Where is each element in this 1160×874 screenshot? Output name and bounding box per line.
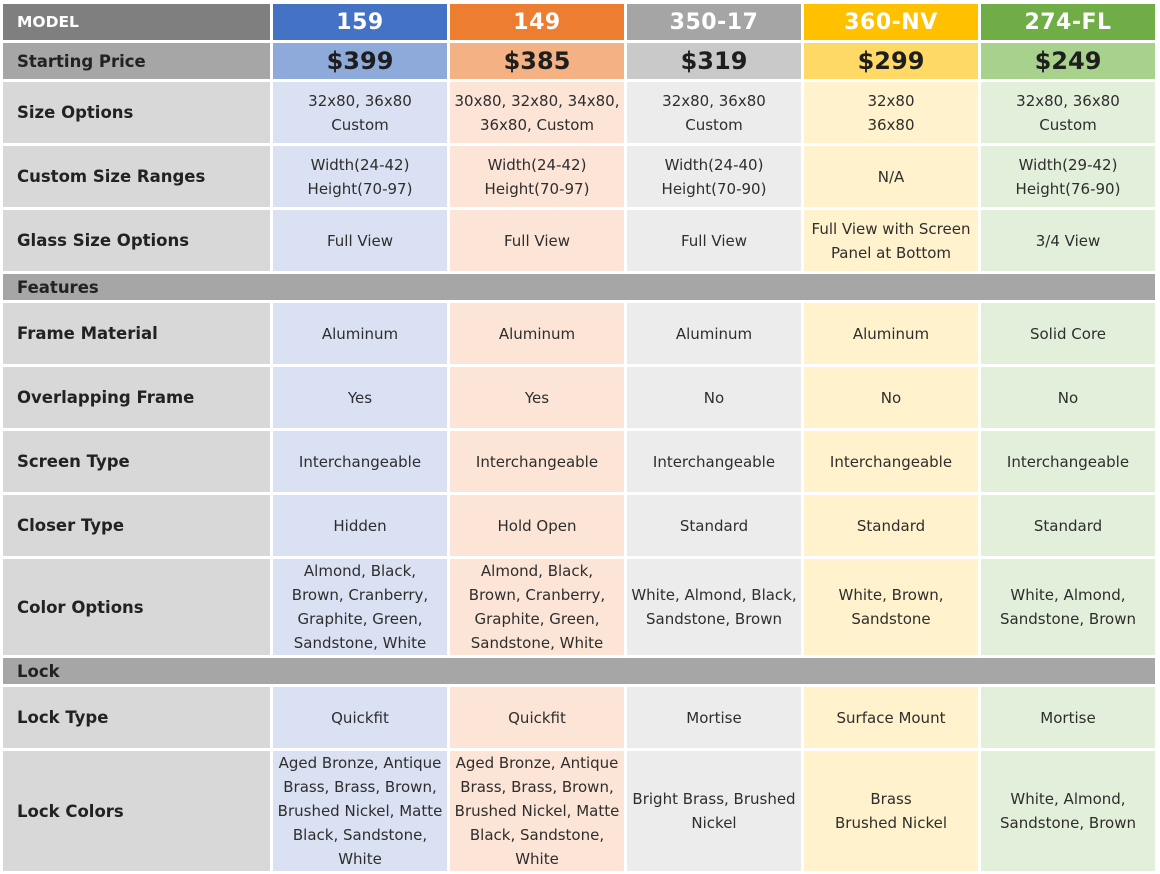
features-section-header: Features xyxy=(3,274,1155,300)
size-options-label: Size Options xyxy=(3,82,270,143)
custom-size-ranges-360-nv-cell: N/A xyxy=(804,146,978,207)
lock-type-360-nv-cell: Surface Mount xyxy=(804,687,978,748)
overlapping-frame-274-fl-cell: No xyxy=(981,367,1155,428)
glass-size-options-row: Glass Size Options Full View Full View Full… xyxy=(3,210,1155,271)
screen-type-360-nv-cell: Interchangeable xyxy=(804,431,978,492)
overlapping-frame-360-nv-cell: No xyxy=(804,367,978,428)
lock-colors-label: Lock Colors xyxy=(3,751,270,871)
screen-type-274-fl-cell: Interchangeable xyxy=(981,431,1155,492)
lock-colors-row: Lock Colors Aged Bronze, Antique Brass, B… xyxy=(3,751,1155,871)
screen-type-label: Screen Type xyxy=(3,431,270,492)
frame-material-159-cell: Aluminum xyxy=(273,303,447,364)
lock-type-159-cell: Quickfit xyxy=(273,687,447,748)
lock-colors-149-cell: Aged Bronze, Antique Brass, Brass, Brown… xyxy=(450,751,624,871)
glass-size-options-360-nv-cell: Full View with Screen Panel at Bottom xyxy=(804,210,978,271)
price-274-fl: $249 xyxy=(981,43,1155,79)
model-header-row: MODEL 159 149 350-17 360-NV 274-FL xyxy=(3,4,1155,40)
lock-type-149-cell: Quickfit xyxy=(450,687,624,748)
color-options-274-fl-cell: White, Almond, Sandstone, Brown xyxy=(981,559,1155,655)
closer-type-360-nv-cell: Standard xyxy=(804,495,978,556)
starting-price-label: Starting Price xyxy=(3,43,270,79)
size-options-row: Size Options 32x80, 36x80 Custom 30x80, 32… xyxy=(3,82,1155,143)
frame-material-350-17-cell: Aluminum xyxy=(627,303,801,364)
price-350-17: $319 xyxy=(627,43,801,79)
size-options-350-17-cell: 32x80, 36x80 Custom xyxy=(627,82,801,143)
color-options-label: Color Options xyxy=(3,559,270,655)
screen-type-159-cell: Interchangeable xyxy=(273,431,447,492)
size-options-159-cell: 32x80, 36x80 Custom xyxy=(273,82,447,143)
size-options-149-cell: 30x80, 32x80, 34x80, 36x80, Custom xyxy=(450,82,624,143)
glass-size-options-149-cell: Full View xyxy=(450,210,624,271)
closer-type-274-fl-cell: Standard xyxy=(981,495,1155,556)
overlapping-frame-149-cell: Yes xyxy=(450,367,624,428)
overlapping-frame-row: Overlapping Frame Yes Yes No No No xyxy=(3,367,1155,428)
model-159-header: 159 xyxy=(273,4,447,40)
frame-material-360-nv-cell: Aluminum xyxy=(804,303,978,364)
model-149-header: 149 xyxy=(450,4,624,40)
custom-size-ranges-row: Custom Size Ranges Width(24-42) Height(70… xyxy=(3,146,1155,207)
starting-price-row: Starting Price $399 $385 $319 $299 $249 xyxy=(3,43,1155,79)
screen-type-row: Screen Type Interchangeable Interchangeabl… xyxy=(3,431,1155,492)
price-159: $399 xyxy=(273,43,447,79)
screen-type-350-17-cell: Interchangeable xyxy=(627,431,801,492)
glass-size-options-159-cell: Full View xyxy=(273,210,447,271)
price-149: $385 xyxy=(450,43,624,79)
size-options-360-nv-cell: 32x80 36x80 xyxy=(804,82,978,143)
color-options-360-nv-cell: White, Brown, Sandstone xyxy=(804,559,978,655)
custom-size-ranges-274-fl-cell: Width(29-42) Height(76-90) xyxy=(981,146,1155,207)
overlapping-frame-label: Overlapping Frame xyxy=(3,367,270,428)
closer-type-350-17-cell: Standard xyxy=(627,495,801,556)
lock-type-274-fl-cell: Mortise xyxy=(981,687,1155,748)
lock-type-row: Lock Type Quickfit Quickfit Mortise Surface … xyxy=(3,687,1155,748)
glass-size-options-350-17-cell: Full View xyxy=(627,210,801,271)
model-274-fl-header: 274-FL xyxy=(981,4,1155,40)
lock-colors-350-17-cell: Bright Brass, Brushed Nickel xyxy=(627,751,801,871)
lock-type-label: Lock Type xyxy=(3,687,270,748)
lock-type-350-17-cell: Mortise xyxy=(627,687,801,748)
features-section-row: Features xyxy=(3,274,1155,300)
custom-size-ranges-350-17-cell: Width(24-40) Height(70-90) xyxy=(627,146,801,207)
frame-material-274-fl-cell: Solid Core xyxy=(981,303,1155,364)
overlapping-frame-159-cell: Yes xyxy=(273,367,447,428)
model-360-nv-header: 360-NV xyxy=(804,4,978,40)
frame-material-row: Frame Material Aluminum Aluminum Aluminum Al… xyxy=(3,303,1155,364)
screen-type-149-cell: Interchangeable xyxy=(450,431,624,492)
lock-colors-360-nv-cell: Brass Brushed Nickel xyxy=(804,751,978,871)
glass-size-options-label: Glass Size Options xyxy=(3,210,270,271)
custom-size-ranges-label: Custom Size Ranges xyxy=(3,146,270,207)
model-header-label: MODEL xyxy=(3,4,270,40)
frame-material-149-cell: Aluminum xyxy=(450,303,624,364)
price-360-nv: $299 xyxy=(804,43,978,79)
lock-colors-159-cell: Aged Bronze, Antique Brass, Brass, Brown… xyxy=(273,751,447,871)
custom-size-ranges-149-cell: Width(24-42) Height(70-97) xyxy=(450,146,624,207)
closer-type-label: Closer Type xyxy=(3,495,270,556)
closer-type-149-cell: Hold Open xyxy=(450,495,624,556)
color-options-row: Color Options Almond, Black, Brown, Cranb… xyxy=(3,559,1155,655)
custom-size-ranges-159-cell: Width(24-42) Height(70-97) xyxy=(273,146,447,207)
lock-section-header: Lock xyxy=(3,658,1155,684)
lock-section-row: Lock xyxy=(3,658,1155,684)
color-options-159-cell: Almond, Black, Brown, Cranberry, Graphit… xyxy=(273,559,447,655)
overlapping-frame-350-17-cell: No xyxy=(627,367,801,428)
frame-material-label: Frame Material xyxy=(3,303,270,364)
closer-type-row: Closer Type Hidden Hold Open Standard Standa… xyxy=(3,495,1155,556)
lock-colors-274-fl-cell: White, Almond, Sandstone, Brown xyxy=(981,751,1155,871)
color-options-149-cell: Almond, Black, Brown, Cranberry, Graphit… xyxy=(450,559,624,655)
closer-type-159-cell: Hidden xyxy=(273,495,447,556)
glass-size-options-274-fl-cell: 3/4 View xyxy=(981,210,1155,271)
model-350-17-header: 350-17 xyxy=(627,4,801,40)
size-options-274-fl-cell: 32x80, 36x80 Custom xyxy=(981,82,1155,143)
color-options-350-17-cell: White, Almond, Black, Sandstone, Brown xyxy=(627,559,801,655)
